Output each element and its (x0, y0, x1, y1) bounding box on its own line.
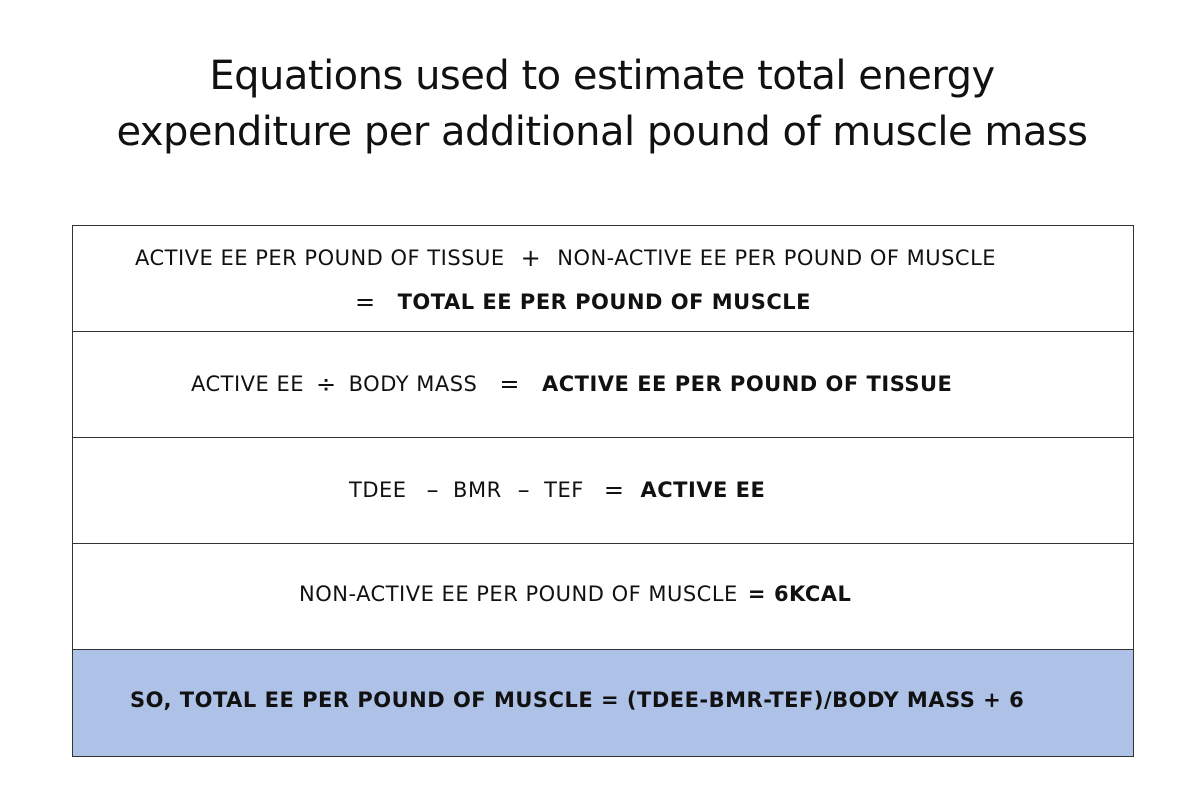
title-line-1: Equations used to estimate total energy (209, 53, 995, 99)
plus-operator: + (520, 244, 542, 272)
equals-operator: = (603, 476, 625, 504)
summary-row: SO, TOTAL EE PER POUND OF MUSCLE = (TDEE… (73, 650, 1133, 756)
equation-row-total-ee: ACTIVE EE PER POUND OF TISSUE + NON-ACTI… (73, 226, 1133, 332)
equation-terms: TDEE – BMR – TEF = ACTIVE EE (349, 476, 765, 504)
equations-table: ACTIVE EE PER POUND OF TISSUE + NON-ACTI… (72, 225, 1134, 757)
equals-operator: = (499, 370, 520, 398)
equation-terms: NON-ACTIVE EE PER POUND OF MUSCLE = 6KCA… (299, 582, 851, 606)
equals-operator: = (747, 582, 766, 606)
page-title: Equations used to estimate total energy … (0, 48, 1204, 160)
term-non-active-ee: NON-ACTIVE EE PER POUND OF MUSCLE (557, 246, 997, 270)
equation-terms: ACTIVE EE PER POUND OF TISSUE + NON-ACTI… (135, 244, 996, 272)
result-active-ee-per-pound: ACTIVE EE PER POUND OF TISSUE (542, 372, 953, 396)
term-tef: TEF (544, 478, 584, 502)
equation-row-non-active-ee: NON-ACTIVE EE PER POUND OF MUSCLE = 6KCA… (73, 544, 1133, 650)
result-total-ee: TOTAL EE PER POUND OF MUSCLE (397, 290, 811, 314)
summary-equation: SO, TOTAL EE PER POUND OF MUSCLE = (TDEE… (130, 688, 1025, 712)
equation-row-active-ee: TDEE – BMR – TEF = ACTIVE EE (73, 438, 1133, 544)
term-bmr: BMR (453, 478, 502, 502)
minus-operator-1: – (426, 476, 440, 504)
term-active-ee-per-pound: ACTIVE EE PER POUND OF TISSUE (135, 246, 505, 270)
equation-result: = TOTAL EE PER POUND OF MUSCLE (355, 288, 811, 316)
minus-operator-2: – (517, 476, 531, 504)
equals-operator: = (355, 288, 376, 316)
result-active-ee: ACTIVE EE (640, 478, 766, 502)
term-tdee: TDEE (349, 478, 407, 502)
title-line-2: expenditure per additional pound of musc… (116, 109, 1088, 155)
divide-operator: ÷ (316, 370, 337, 398)
term-active-ee: ACTIVE EE (191, 372, 305, 396)
term-body-mass: BODY MASS (348, 372, 478, 396)
equation-terms: ACTIVE EE ÷ BODY MASS = ACTIVE EE PER PO… (191, 370, 952, 398)
equation-row-active-ee-per-pound: ACTIVE EE ÷ BODY MASS = ACTIVE EE PER PO… (73, 332, 1133, 438)
result-6kcal: 6KCAL (773, 582, 852, 606)
term-non-active-ee: NON-ACTIVE EE PER POUND OF MUSCLE (299, 582, 738, 606)
